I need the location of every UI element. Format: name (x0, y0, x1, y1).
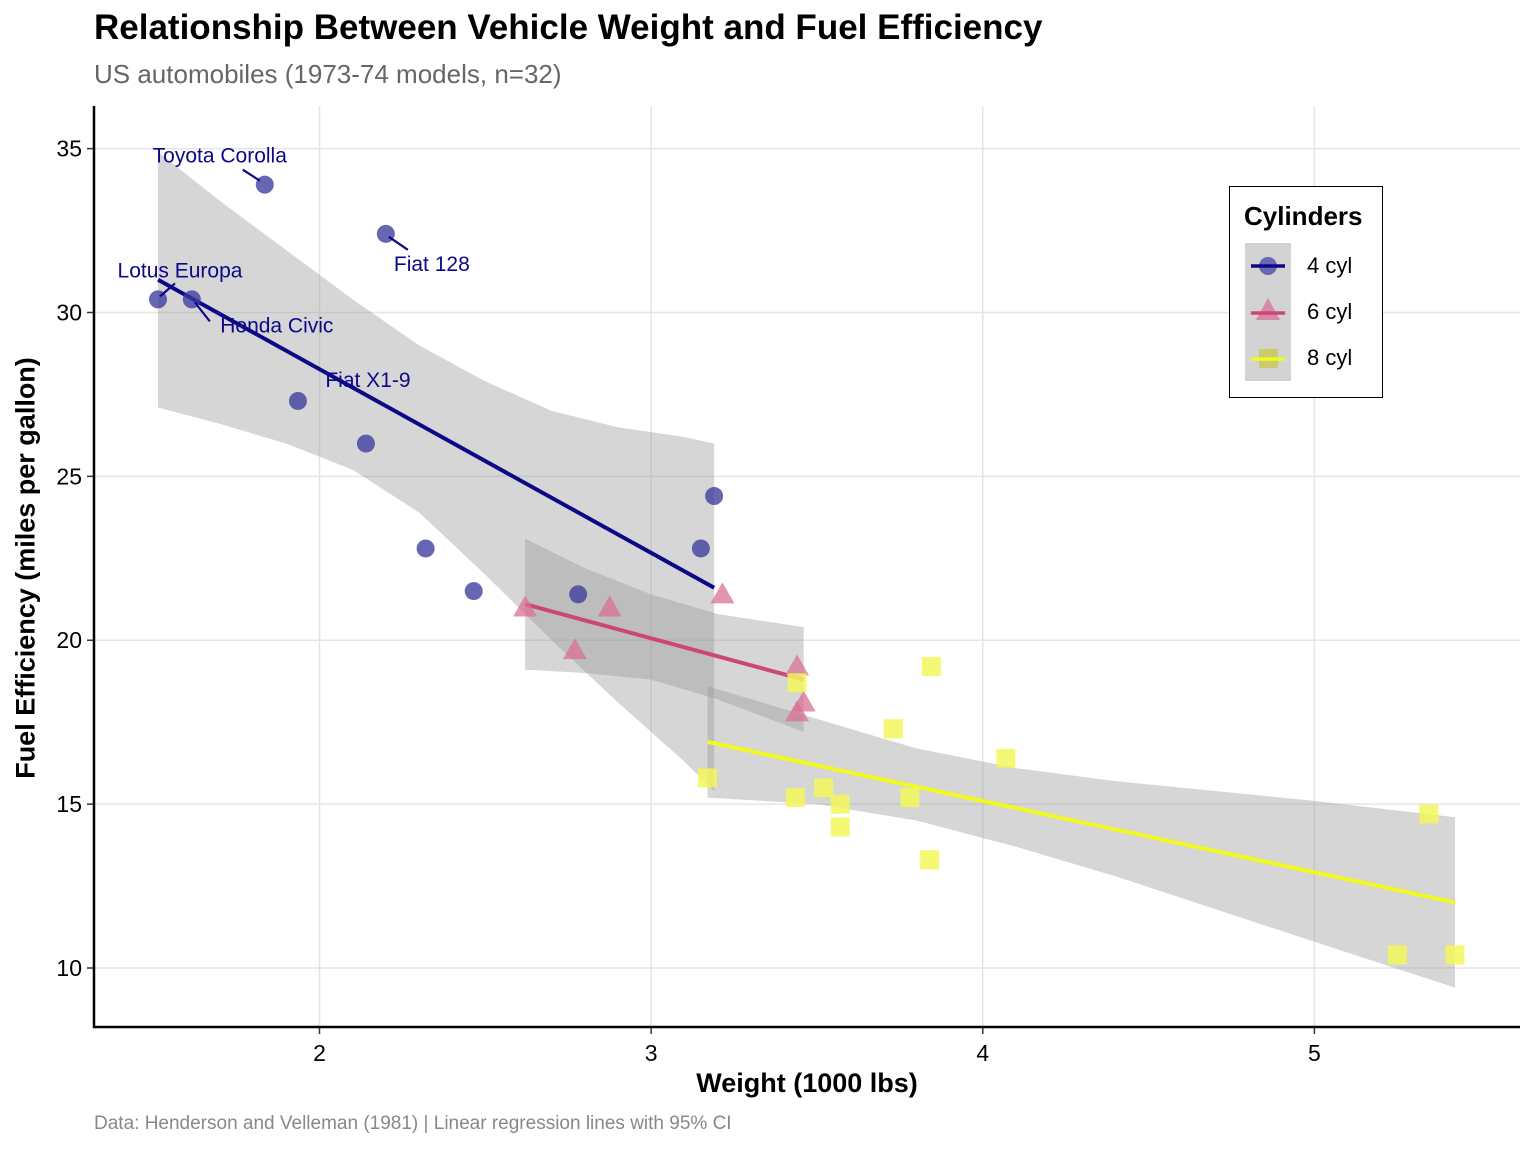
y-tick-label: 35 (56, 136, 82, 162)
ci-band-8-cyl (707, 686, 1456, 988)
point-4-cyl (288, 391, 307, 410)
point-8-cyl (787, 673, 807, 693)
circle-marker-icon (1251, 257, 1285, 275)
point-4-cyl (705, 487, 724, 506)
point-8-cyl (900, 788, 920, 808)
chart-title: Relationship Between Vehicle Weight and … (94, 8, 1043, 47)
point-8-cyl (883, 719, 903, 739)
y-tick-label: 30 (56, 299, 82, 325)
regression-lines (157, 277, 1456, 905)
y-tick-label: 20 (56, 627, 82, 653)
y-tick-label: 10 (56, 955, 82, 981)
legend-label: 6 cyl (1307, 299, 1353, 324)
chart-subtitle: US automobiles (1973-74 models, n=32) (94, 59, 562, 89)
square-marker-icon (1251, 349, 1285, 368)
point-8-cyl (920, 850, 940, 870)
regression-line-8-cyl (707, 739, 1456, 905)
confidence-bands (158, 151, 1456, 988)
point-6-cyl (785, 654, 810, 676)
label-connector (242, 168, 261, 182)
chart-caption: Data: Henderson and Velleman (1981) | Li… (94, 1113, 732, 1134)
point-8-cyl (921, 656, 941, 676)
regression-line-6-cyl (524, 602, 805, 682)
point-6-cyl (785, 700, 810, 722)
point-8-cyl (830, 794, 850, 814)
point-8-cyl (814, 778, 834, 798)
point-8-cyl (1445, 945, 1465, 965)
x-axis-label: Weight (1000 lbs) (696, 1068, 918, 1098)
y-tick-label: 15 (56, 791, 82, 817)
point-label: Fiat 128 (394, 253, 470, 276)
label-connector (193, 301, 211, 323)
point-8-cyl (698, 768, 718, 788)
point-labels: Toyota Corolla Fiat 128 Lotus Europa Honda … (118, 145, 470, 392)
legend-title: Cylinders (1244, 201, 1363, 231)
point-label: Honda Civic (220, 314, 333, 337)
x-tick-label: 4 (976, 1040, 989, 1066)
point-label: Toyota Corolla (153, 145, 288, 168)
x-tick-label: 5 (1308, 1040, 1321, 1066)
point-6-cyl (562, 638, 587, 660)
y-tick-label: 25 (56, 463, 82, 489)
point-6-cyl (597, 595, 622, 617)
legend-item-6-cyl[interactable]: 6 cyl (1245, 289, 1375, 335)
label-connector (388, 235, 409, 251)
legend-label: 8 cyl (1307, 345, 1353, 370)
point-6-cyl (513, 595, 538, 617)
point-4-cyl (569, 585, 588, 604)
x-tick-label: 2 (313, 1040, 326, 1066)
triangle-marker-icon (1251, 298, 1285, 320)
point-label: Lotus Europa (118, 259, 243, 282)
point-8-cyl (830, 817, 850, 837)
y-axis-label: Fuel Efficiency (miles per gallon) (10, 357, 41, 779)
point-4-cyl (416, 539, 435, 558)
label-connector (159, 282, 176, 298)
point-label: Fiat X1-9 (325, 369, 410, 392)
ci-band-6-cyl (525, 538, 804, 733)
regression-line-4-cyl (157, 277, 716, 590)
legend-label: 4 cyl (1307, 253, 1353, 278)
axes: 2 3 4 5 10 15 20 25 30 35 (56, 106, 1520, 1066)
legend: Cylinders 4 cyl 6 cyl 8 cyl (1229, 186, 1383, 398)
point-4-cyl (464, 582, 483, 601)
legend-item-4-cyl[interactable]: 4 cyl (1245, 243, 1375, 289)
point-8-cyl (785, 788, 805, 808)
point-6-cyl (710, 582, 735, 604)
point-8-cyl (1419, 804, 1439, 824)
point-4-cyl (691, 539, 710, 558)
legend-item-8-cyl[interactable]: 8 cyl (1245, 335, 1375, 381)
point-8-cyl (1387, 945, 1407, 965)
ci-band-4-cyl (158, 151, 715, 792)
point-4-cyl (255, 175, 274, 194)
x-tick-label: 3 (645, 1040, 658, 1066)
point-4-cyl (356, 434, 375, 453)
point-8-cyl (996, 748, 1016, 768)
